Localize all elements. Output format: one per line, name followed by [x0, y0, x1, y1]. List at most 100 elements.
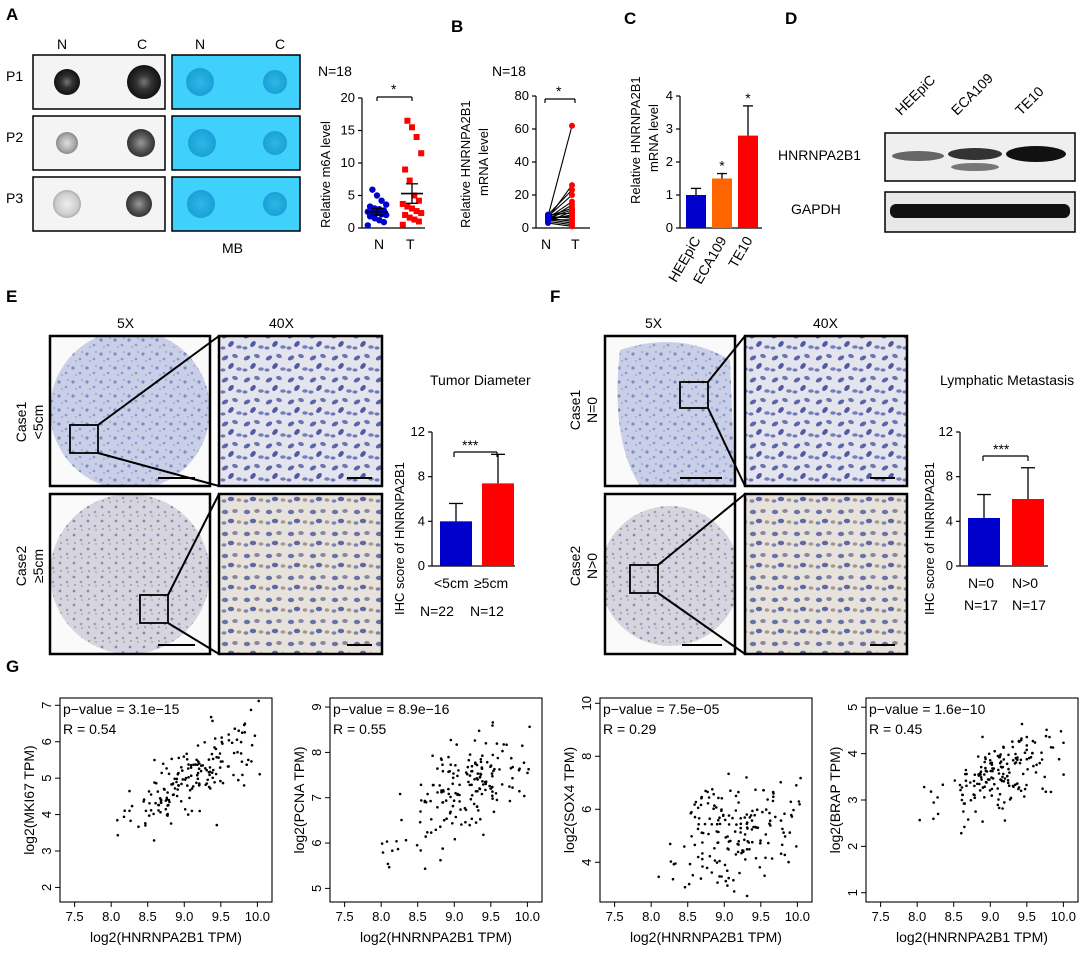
ihc-e-ytick-label: 4: [418, 513, 425, 528]
scatter-point: [772, 795, 775, 798]
scatter-point: [704, 789, 707, 793]
scatter-point: [502, 743, 506, 746]
scatter-point: [495, 798, 499, 802]
scatter-point: [518, 789, 521, 793]
cell-bar: [686, 195, 706, 228]
scatter-point: [476, 772, 480, 775]
scatter-point: [969, 798, 973, 802]
scatter-point: [1011, 745, 1015, 749]
scatter-point: [723, 863, 727, 867]
scatter-point: [211, 757, 215, 761]
scatter-point: [691, 873, 695, 877]
scatter-point: [147, 814, 151, 817]
scatter-point: [218, 752, 222, 755]
scatter-point: [195, 758, 198, 762]
scatter-point: [505, 743, 508, 746]
m6a-point-t: [413, 208, 420, 215]
scatter-point: [491, 721, 495, 724]
scatter-ytick-label: 4: [39, 811, 54, 818]
scatter-point: [190, 787, 194, 790]
scatter-point: [929, 790, 933, 793]
scatter-point: [705, 866, 709, 870]
scatter-point: [189, 766, 193, 769]
scatter-point: [716, 841, 720, 844]
scatter-point: [453, 837, 457, 841]
m6a-ytick-label: 0: [348, 220, 355, 235]
scatter-point: [188, 789, 192, 792]
scatter-point: [798, 803, 801, 806]
scatter-point: [1014, 752, 1017, 756]
scatter-point: [1033, 741, 1037, 744]
scatter-xlabel: log2(HNRNPA2B1 TPM): [896, 929, 1048, 945]
m6a-point-t: [411, 216, 418, 223]
scatter-point: [932, 817, 935, 821]
scatter-point: [696, 827, 700, 831]
mrna-pair-ylabel-1: Relative HNRNPA2B1: [458, 100, 473, 228]
scatter-point: [197, 767, 201, 770]
scatter-point: [195, 781, 198, 785]
scatter-point: [766, 798, 769, 801]
scatter-point: [226, 765, 230, 768]
scatter-ylabel: log2(SOX4 TPM): [561, 747, 577, 853]
scatter-point: [500, 783, 504, 786]
scatter-point: [449, 763, 453, 766]
scatter-point: [729, 839, 732, 843]
scatter-point: [715, 861, 719, 864]
ihc-f-mag-high: 40X: [813, 315, 839, 331]
scatter-point: [527, 767, 530, 771]
scatter-point: [669, 860, 673, 863]
scatter-point: [973, 793, 976, 797]
ihc-e-case1-sub: <5cm: [30, 405, 46, 440]
scatter-point: [458, 793, 461, 797]
scatter-point: [783, 835, 787, 838]
scatter-point: [467, 758, 471, 762]
scatter-point: [473, 778, 476, 781]
scatter-point: [441, 763, 444, 766]
scatter-point: [799, 776, 802, 780]
scatter-point: [240, 760, 244, 763]
scatter-xlabel: log2(HNRNPA2B1 TPM): [360, 929, 512, 945]
scatter-point: [998, 761, 1002, 765]
scatter-point: [1041, 787, 1044, 790]
scatter-point: [423, 800, 427, 804]
scatter-point: [181, 769, 184, 772]
ihc-f-x-0: N=0: [968, 575, 994, 591]
m6a-point-n: [378, 197, 385, 204]
scatter-point: [183, 808, 187, 811]
ihc-f-bar: [1012, 499, 1044, 566]
scatter-point: [711, 788, 714, 791]
scatter-point: [993, 749, 996, 753]
scatter-point: [466, 772, 469, 776]
scatter-point: [458, 800, 461, 803]
scatter-point: [219, 760, 223, 763]
scatter-point: [209, 715, 213, 719]
scatter-point: [708, 817, 711, 820]
scatter-point: [235, 738, 239, 741]
scatter-point: [439, 858, 442, 862]
ihc-e-ytick-label: 0: [418, 558, 425, 573]
mrna-point-t: [569, 198, 575, 205]
scatter-point: [779, 819, 783, 822]
scatter-point: [419, 849, 423, 852]
scatter-xlabel: log2(HNRNPA2B1 TPM): [90, 929, 242, 945]
scatter-point: [253, 734, 257, 737]
scatter-point: [173, 787, 177, 790]
scatter-point: [1035, 763, 1038, 767]
scatter-frame: [329, 697, 543, 903]
scatter-point: [478, 787, 482, 791]
scatter-point: [990, 763, 994, 766]
ihc-e-ytick-label: 8: [418, 469, 425, 484]
scatter-point: [177, 756, 181, 760]
scatter-point: [987, 752, 991, 756]
scatter-point: [764, 808, 768, 811]
scatter-point: [159, 799, 163, 802]
scatter-point: [213, 781, 216, 784]
m6a-ylabel: Relative m6A level: [318, 121, 333, 228]
scatter-point: [986, 778, 990, 781]
m6a-sig: *: [391, 81, 397, 97]
scatter-point: [196, 763, 199, 766]
scatter-point: [980, 778, 983, 781]
m6a-ytick-label: 15: [341, 123, 355, 138]
scatter-point: [922, 785, 926, 789]
